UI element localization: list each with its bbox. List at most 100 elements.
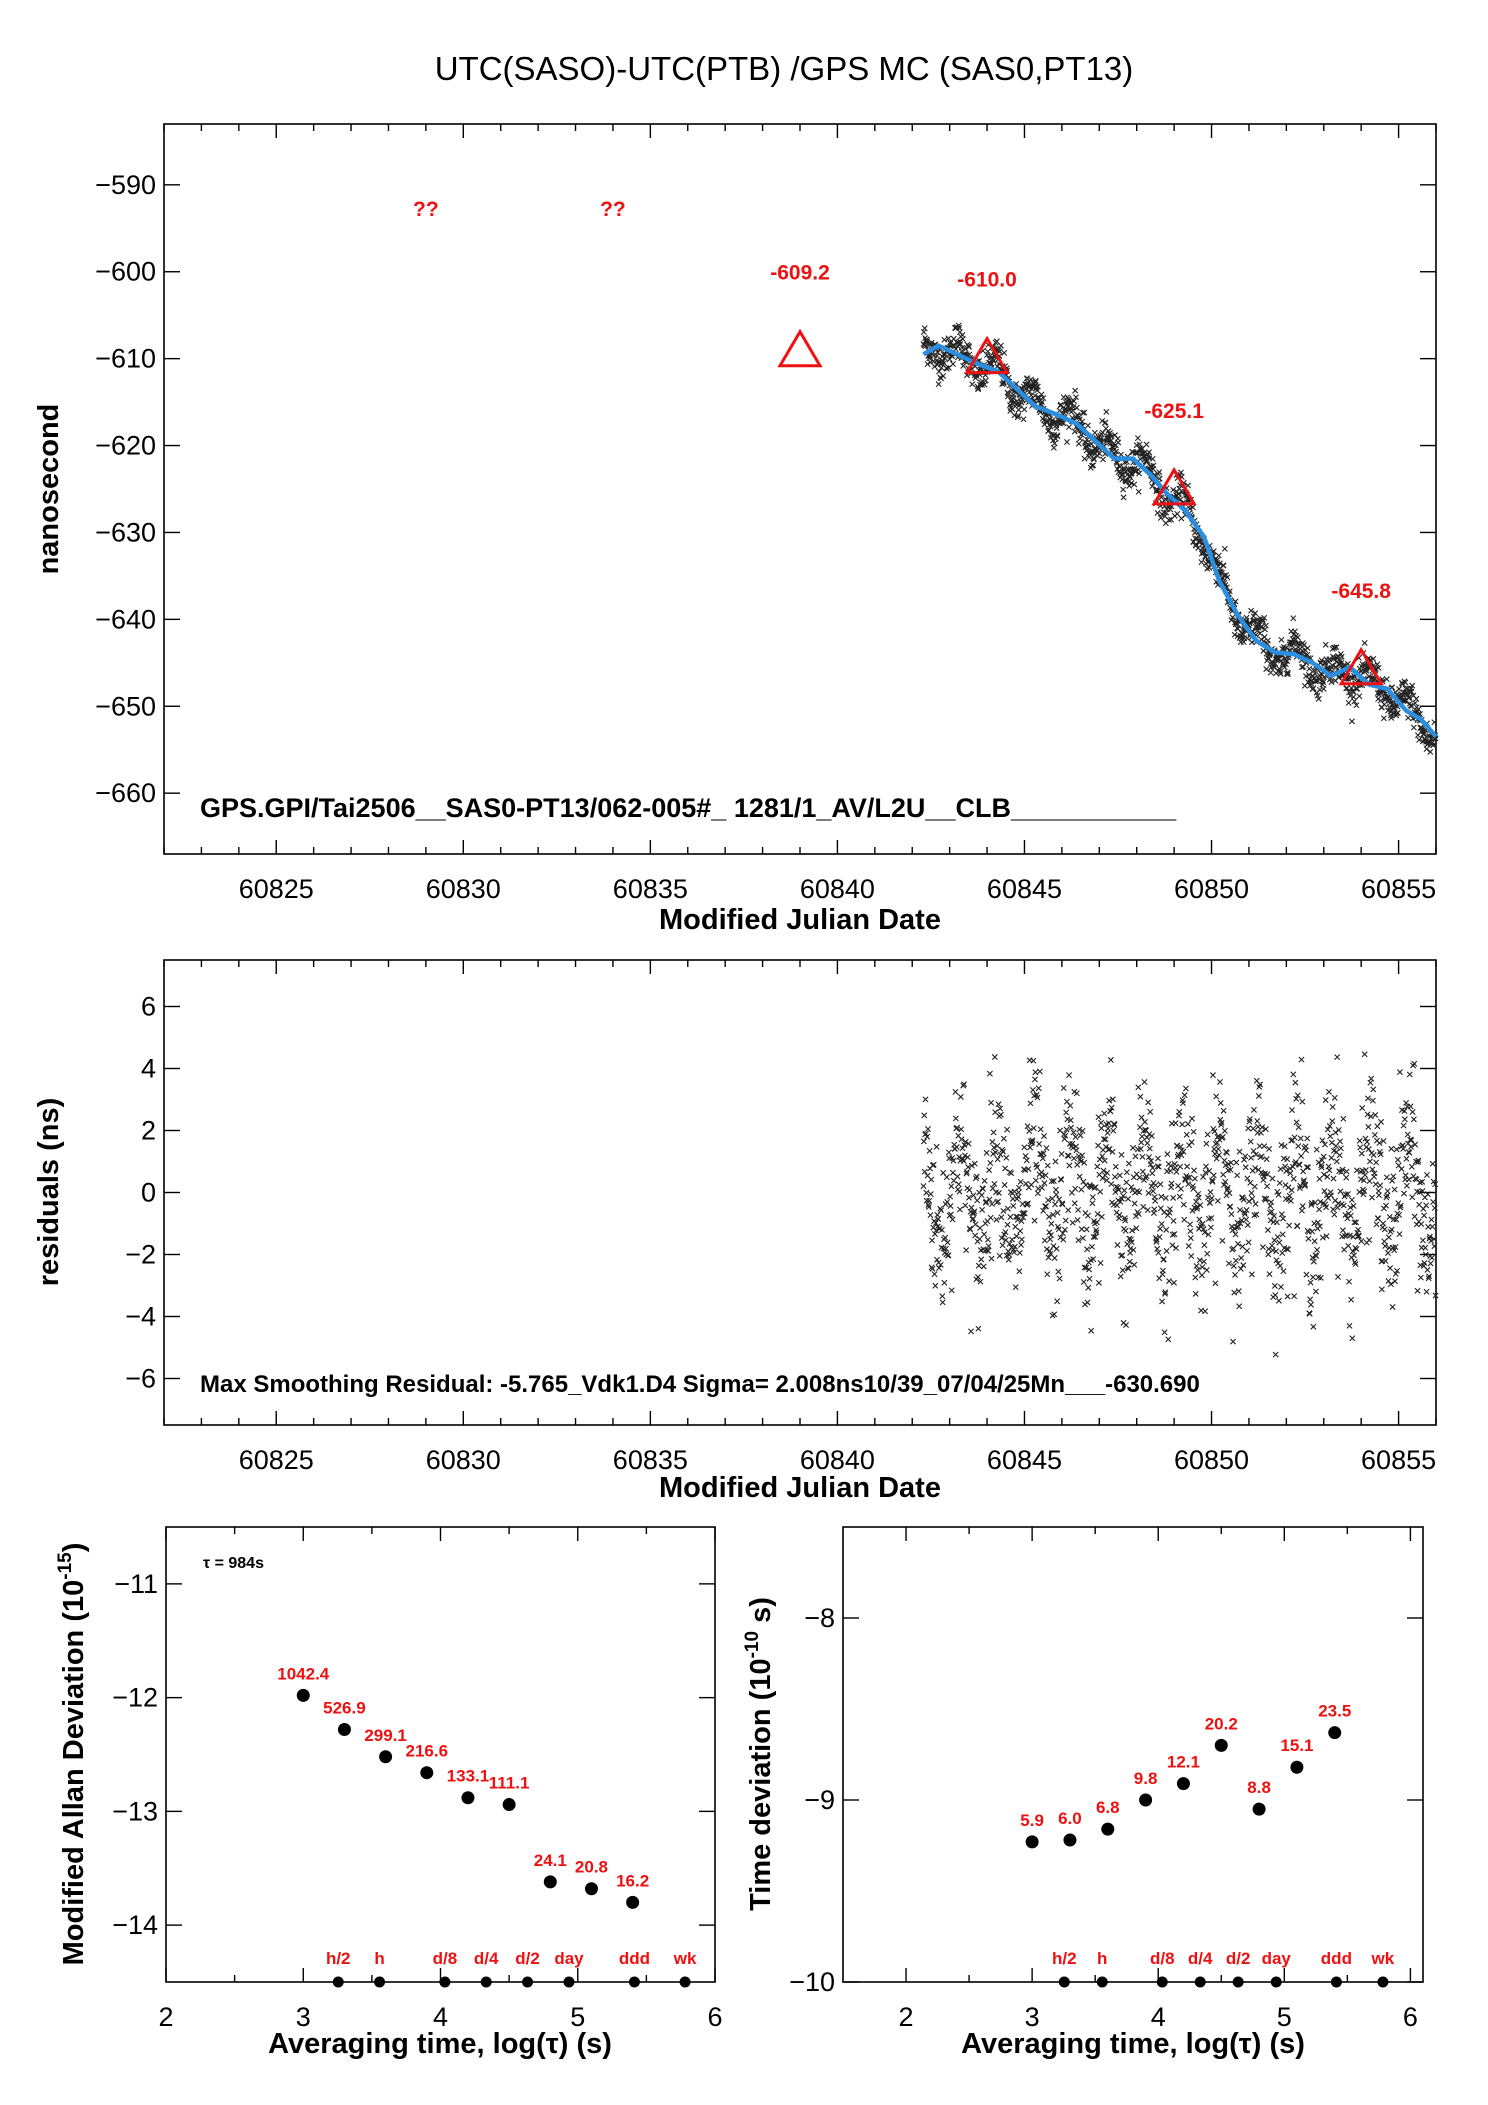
residual-point [1142,1174,1149,1181]
residual-point [956,1188,963,1195]
residual-point [1302,1181,1309,1188]
residual-point [1225,1260,1232,1267]
mdev-x-label: Averaging time, log(τ) (s) [268,2028,612,2060]
top-data-point [996,348,1003,355]
br-y-tick-label: −8 [804,1603,835,1633]
residual-point [952,1115,959,1122]
residual-point [1013,1233,1020,1240]
residual-point [1230,1262,1237,1269]
residuals-panel: 60825 60830 60835 60840 60845 60850 60855 6 4 2 0… [33,959,1439,1504]
residual-point [1282,1163,1289,1170]
residual-point [1123,1169,1130,1176]
residual-point [1305,1235,1312,1242]
top-data-point [1267,669,1274,676]
residual-point [1362,1135,1369,1142]
top-data-point [1220,562,1227,569]
residual-point [947,1211,954,1218]
residual-point [1192,1290,1199,1297]
top-data-point [1284,669,1291,676]
residual-point [1079,1152,1086,1159]
residual-point [1176,1108,1183,1115]
br-x-tick-label: 6 [1403,2002,1418,2032]
residual-point [1292,1079,1299,1086]
top-x-axis: 60825 60830 60835 60840 60845 60850 60855 [163,124,1437,904]
residual-point [1207,1199,1214,1206]
top-data-point [1215,552,1222,559]
residual-point [1377,1151,1384,1158]
residual-point [972,1175,979,1182]
residual-point [921,1168,928,1175]
residual-point [1095,1114,1102,1121]
residual-point [922,1096,929,1103]
residual-point [1093,1227,1100,1234]
residual-point [1221,1181,1227,1188]
mdev-y-label-main: Modified Allan Deviation (10 [58,1580,90,1966]
top-data-point [1120,494,1127,501]
top-data-point [1131,481,1138,488]
top-data-point [1001,349,1008,356]
residual-point [1366,1158,1373,1165]
residual-point [925,1204,932,1210]
residual-point [1221,1127,1228,1134]
residual-point [1358,1150,1365,1157]
bl-point-label: 299.1 [364,1726,407,1745]
residual-point [1382,1202,1389,1209]
residual-point [1248,1154,1255,1161]
top-data-point [1250,618,1257,625]
residual-point [1185,1181,1192,1188]
residual-point [971,1208,978,1215]
residual-point [1219,1133,1226,1140]
top-data-point [1262,622,1269,629]
residual-point [1179,1121,1186,1128]
residual-point [1339,1227,1346,1234]
residual-point [1072,1185,1079,1192]
residual-point [1361,1051,1368,1058]
residual-point [1234,1172,1241,1179]
br-point [1101,1822,1115,1836]
residual-point [1407,1103,1414,1110]
residual-point [958,1136,965,1143]
residual-point [1183,1131,1190,1138]
residual-point [1104,1125,1111,1132]
residual-point [1288,1187,1295,1194]
residual-point [1088,1243,1095,1250]
residual-point [1151,1206,1158,1213]
br-scale-dot [1156,1976,1168,1988]
residual-point [1070,1155,1077,1162]
residual-point [1042,1172,1049,1179]
bl-scale-label: d/4 [474,1949,499,1968]
residual-point [1153,1238,1160,1245]
residual-point [1432,1181,1439,1188]
top-data-point [1050,437,1057,444]
residual-point [1066,1072,1073,1079]
residual-point [1197,1202,1204,1209]
residual-point [1007,1214,1014,1221]
bl-scale-dot [628,1976,640,1988]
residual-point [1000,1148,1006,1155]
mid-y-axis: 6 4 2 0 −2 −4 −6 [125,992,1436,1394]
residual-point [1233,1159,1240,1166]
residual-point [1250,1106,1257,1113]
residual-point [1319,1137,1326,1144]
residual-point [978,1192,985,1199]
residual-point [1158,1220,1165,1227]
residual-point [1194,1203,1201,1210]
top-data-point [1115,439,1122,446]
top-data-point [1143,441,1150,448]
residual-point [1248,1190,1255,1197]
residual-point [1120,1192,1127,1199]
top-data-point [982,377,989,384]
residual-point [950,1157,957,1164]
br-point [1252,1802,1266,1816]
residual-point [1150,1188,1157,1195]
top-data-point [1333,644,1340,651]
residual-point [1213,1155,1220,1162]
residual-point [931,1271,938,1278]
residual-point [1063,1109,1070,1116]
mid-x-tick-label: 60830 [426,1445,501,1475]
residual-point [1006,1251,1013,1258]
residual-point [1343,1174,1350,1181]
residual-point [1365,1123,1372,1130]
residual-point [1203,1140,1210,1147]
residual-point [1249,1195,1256,1202]
